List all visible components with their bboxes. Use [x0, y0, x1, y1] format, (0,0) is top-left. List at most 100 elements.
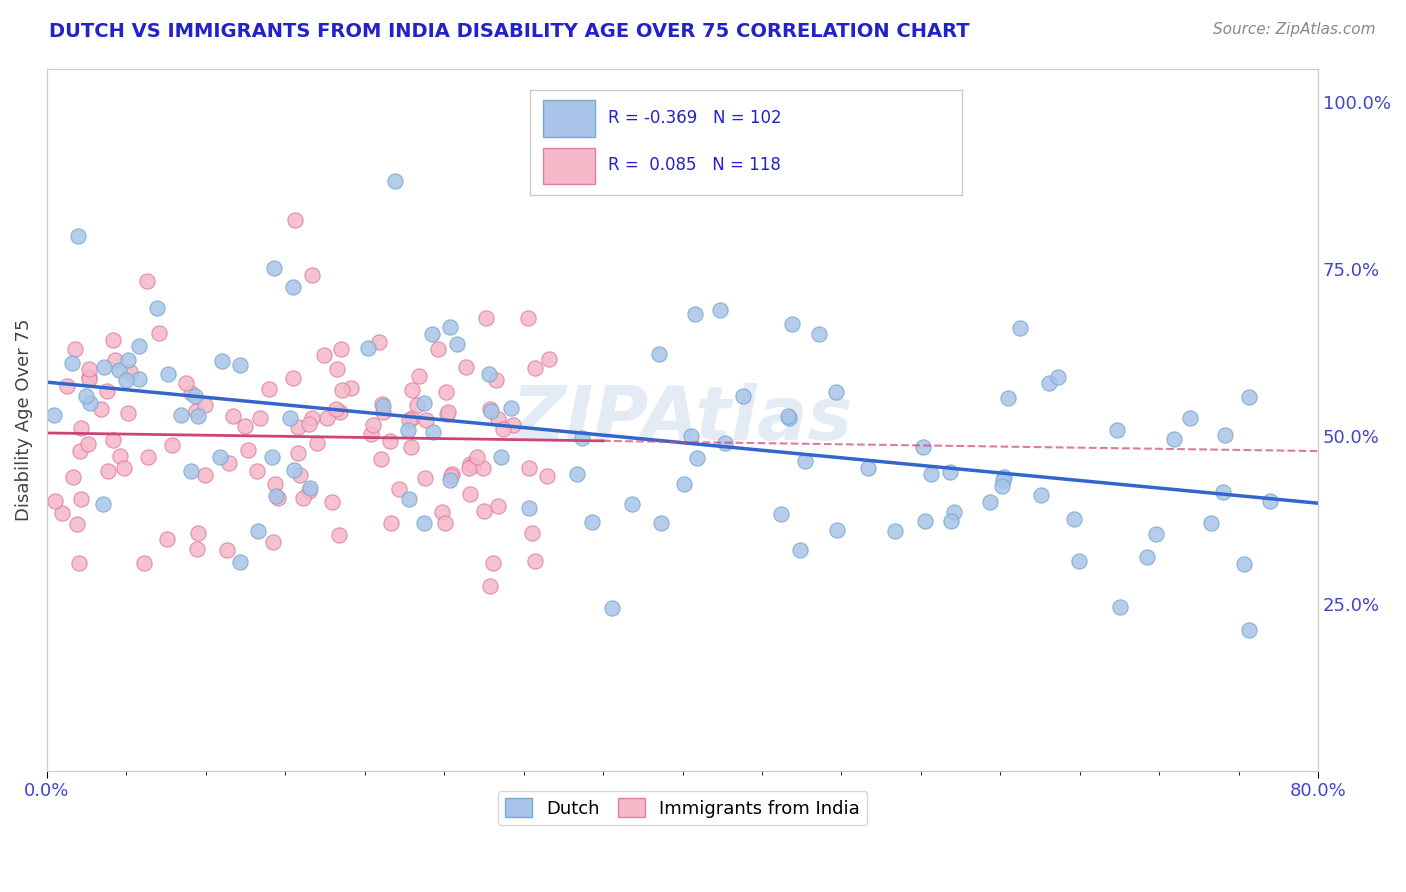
Point — [371, 405, 394, 419]
Point — [420, 326, 443, 341]
Point — [51, 506, 73, 520]
Point — [681, 429, 703, 443]
Point — [229, 358, 252, 372]
Point — [103, 334, 125, 348]
Point — [1237, 623, 1260, 637]
Point — [371, 397, 394, 411]
Point — [489, 450, 512, 464]
Point — [264, 489, 287, 503]
Point — [472, 461, 495, 475]
Point — [457, 461, 479, 475]
Point — [186, 541, 208, 556]
Point — [1067, 553, 1090, 567]
Point — [731, 389, 754, 403]
Point — [600, 600, 623, 615]
Point — [408, 369, 430, 384]
Point — [524, 554, 547, 568]
Point — [709, 302, 731, 317]
Point — [538, 351, 561, 366]
Point — [281, 370, 304, 384]
Point — [461, 458, 484, 472]
Point — [79, 396, 101, 410]
Point — [70, 491, 93, 506]
Text: Source: ZipAtlas.com: Source: ZipAtlas.com — [1212, 22, 1375, 37]
Point — [187, 525, 209, 540]
Point — [69, 443, 91, 458]
Point — [330, 342, 353, 356]
Point — [215, 543, 238, 558]
Point — [1109, 599, 1132, 614]
Point — [305, 435, 328, 450]
Point — [517, 461, 540, 475]
Point — [413, 516, 436, 530]
Point — [1135, 549, 1157, 564]
Point — [401, 384, 423, 398]
Point — [108, 363, 131, 377]
Point — [44, 493, 66, 508]
Point — [479, 404, 502, 418]
Point — [993, 470, 1015, 484]
Point — [312, 348, 335, 362]
Point — [77, 362, 100, 376]
Point — [194, 398, 217, 412]
Point — [581, 515, 603, 529]
Point — [398, 491, 420, 506]
Point — [264, 476, 287, 491]
Point — [194, 468, 217, 483]
Point — [415, 413, 437, 427]
Point — [96, 384, 118, 398]
Point — [221, 409, 243, 423]
Point — [536, 468, 558, 483]
Point — [467, 450, 489, 464]
Point — [169, 408, 191, 422]
Point — [517, 500, 540, 515]
Point — [482, 556, 505, 570]
Point — [713, 436, 735, 450]
Point — [380, 434, 402, 448]
Point — [128, 372, 150, 386]
Point — [1038, 376, 1060, 390]
Point — [329, 405, 352, 419]
Point — [325, 401, 347, 416]
Point — [1237, 390, 1260, 404]
Point — [187, 409, 209, 424]
Point — [284, 212, 307, 227]
Point — [437, 405, 460, 419]
Point — [148, 326, 170, 340]
Point — [911, 440, 934, 454]
Point — [136, 450, 159, 464]
Point — [339, 381, 361, 395]
Point — [856, 460, 879, 475]
Point — [321, 494, 343, 508]
Point — [943, 505, 966, 519]
Point — [101, 433, 124, 447]
Point — [458, 457, 481, 471]
Point — [211, 354, 233, 368]
Point — [686, 450, 709, 465]
Point — [824, 384, 846, 399]
Point — [117, 353, 139, 368]
Point — [650, 516, 672, 530]
Point — [114, 374, 136, 388]
Point — [683, 307, 706, 321]
Point — [479, 402, 502, 417]
Point — [565, 467, 588, 481]
Point — [184, 389, 207, 403]
Point — [66, 517, 89, 532]
Point — [780, 317, 803, 331]
Y-axis label: Disability Age Over 75: Disability Age Over 75 — [15, 318, 32, 521]
Point — [794, 454, 817, 468]
Point — [229, 555, 252, 569]
Point — [360, 427, 382, 442]
Point — [434, 516, 457, 531]
Point — [117, 406, 139, 420]
Point — [914, 514, 936, 528]
Point — [446, 337, 468, 351]
Point — [108, 449, 131, 463]
Point — [298, 484, 321, 499]
Point — [328, 528, 350, 542]
Point — [370, 452, 392, 467]
Point — [278, 411, 301, 425]
Point — [524, 360, 547, 375]
Point — [90, 402, 112, 417]
